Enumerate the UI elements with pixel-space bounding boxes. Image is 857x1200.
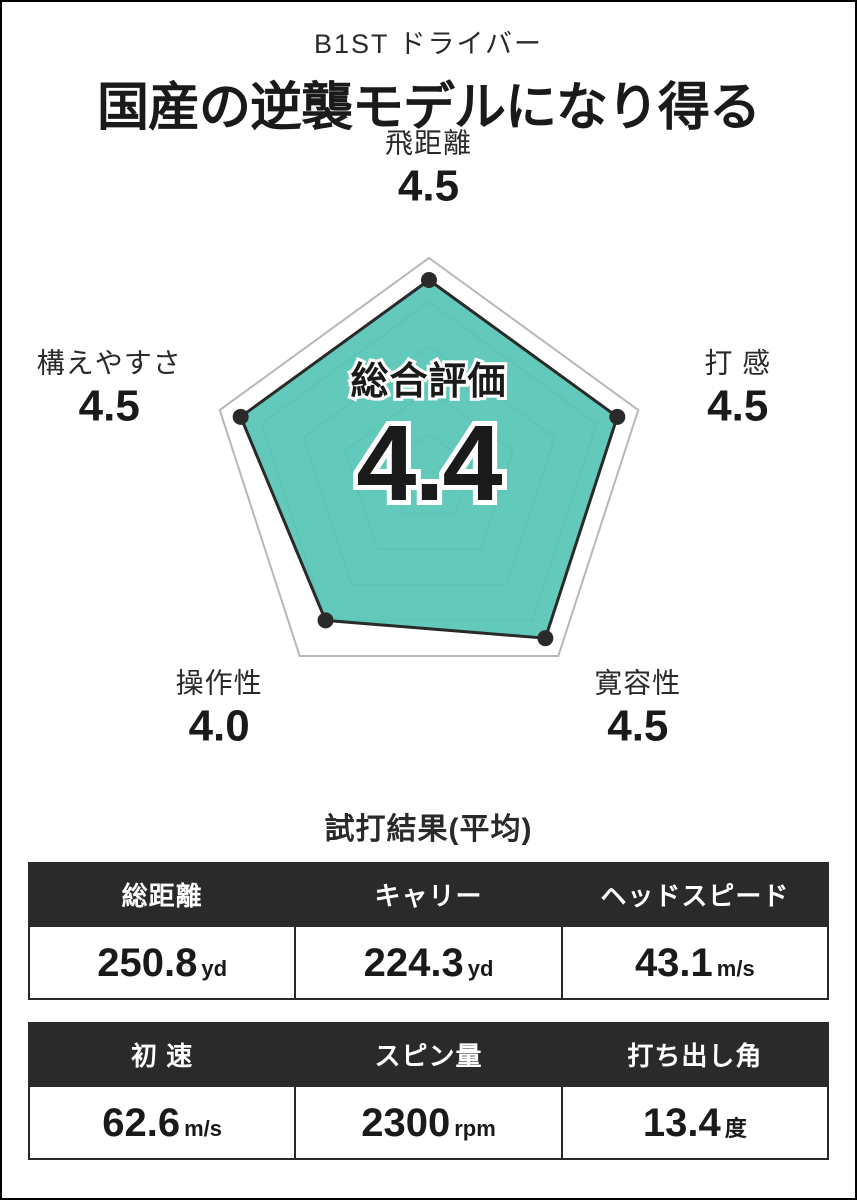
overall-score-value: 4.4 bbox=[350, 409, 506, 517]
results-table-2: 初 速 スピン量 打ち出し角 62.6m/s 2300rpm 13.4度 bbox=[28, 1022, 829, 1160]
axis-label-control: 操作性 4.0 bbox=[176, 668, 263, 753]
col-launch: 打ち出し角 bbox=[562, 1023, 828, 1086]
product-subtitle: B1ST ドライバー bbox=[2, 22, 855, 61]
table-header-row: 初 速 スピン量 打ち出し角 bbox=[29, 1023, 828, 1086]
cell-launch: 13.4度 bbox=[562, 1086, 828, 1159]
overall-score: 総合評価 4.4 bbox=[350, 363, 506, 517]
table-header-row: 総距離 キャリー ヘッドスピード bbox=[29, 863, 828, 926]
col-carry: キャリー bbox=[295, 863, 561, 926]
header: B1ST ドライバー 国産の逆襲モデルになり得る bbox=[2, 2, 855, 140]
cell-carry: 224.3yd bbox=[295, 926, 561, 999]
axis-label-setup: 構えやすさ 4.5 bbox=[37, 348, 182, 433]
axis-label-distance: 飛距離 4.5 bbox=[385, 128, 472, 213]
col-ball-speed: 初 速 bbox=[29, 1023, 295, 1086]
cell-head-speed: 43.1m/s bbox=[562, 926, 828, 999]
table-row: 250.8yd 224.3yd 43.1m/s bbox=[29, 926, 828, 999]
table-row: 62.6m/s 2300rpm 13.4度 bbox=[29, 1086, 828, 1159]
overall-score-label: 総合評価 bbox=[350, 363, 506, 401]
col-spin: スピン量 bbox=[295, 1023, 561, 1086]
results-title: 試打結果(平均) bbox=[2, 804, 855, 848]
results-table-1: 総距離 キャリー ヘッドスピード 250.8yd 224.3yd 43.1m/s bbox=[28, 862, 829, 1000]
radar-chart: 飛距離 4.5 打 感 4.5 寛容性 4.5 操作性 4.0 構えやすさ 4.… bbox=[2, 158, 855, 798]
col-head-speed: ヘッドスピード bbox=[562, 863, 828, 926]
axis-label-feel: 打 感 4.5 bbox=[704, 348, 771, 433]
axis-label-forgiveness: 寛容性 4.5 bbox=[594, 668, 681, 753]
cell-spin: 2300rpm bbox=[295, 1086, 561, 1159]
cell-total-distance: 250.8yd bbox=[29, 926, 295, 999]
cell-ball-speed: 62.6m/s bbox=[29, 1086, 295, 1159]
results-tables: 総距離 キャリー ヘッドスピード 250.8yd 224.3yd 43.1m/s… bbox=[2, 862, 855, 1160]
col-total-distance: 総距離 bbox=[29, 863, 295, 926]
